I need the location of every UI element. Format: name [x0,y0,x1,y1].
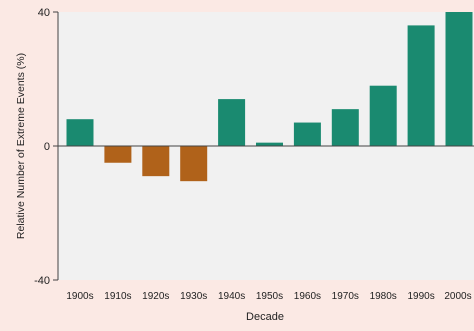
bar-1990s [407,25,435,146]
y-tick-label: 0 [44,141,50,153]
bar-1920s [142,146,170,177]
x-tick-label: 1970s [332,291,359,302]
y-axis-label: Relative Number of Extreme Events (%) [15,53,27,239]
bar-1980s [369,85,397,146]
bar-1900s [66,119,94,146]
bar-1940s [218,99,246,146]
bar-2000s [445,12,473,146]
bar-1910s [104,146,132,163]
x-tick-label: 1990s [407,291,434,302]
x-tick-label: 1980s [370,291,397,302]
x-tick-label: 1900s [66,291,93,302]
y-ticks-group: 40 0 -40 [34,7,58,287]
bar-1950s [256,142,283,146]
y-tick-label: 40 [38,7,50,19]
bar-1970s [331,109,359,146]
x-tick-label: 1940s [218,291,245,302]
x-tick-label: 1930s [180,291,207,302]
bar-1960s [293,122,321,146]
x-tick-label: 1960s [294,291,321,302]
x-tick-label: 2000s [444,291,471,302]
x-tick-label: 1950s [256,291,283,302]
bar-1930s [180,146,208,182]
x-tick-label: 1910s [104,291,131,302]
x-axis-label: Decade [246,311,284,323]
y-tick-label: -40 [34,275,50,287]
x-tick-label: 1920s [142,291,169,302]
x-ticks-group: 1900s 1910s 1920s 1930s 1940s 1950s 1960s 1970s… [66,291,471,302]
bars-group [66,12,473,182]
